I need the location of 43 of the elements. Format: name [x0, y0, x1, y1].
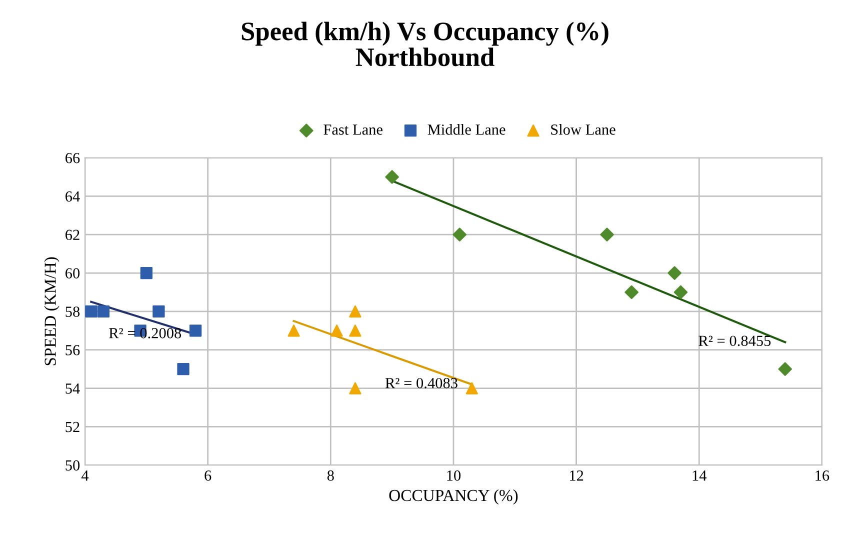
y-axis-title: SPEED (KM/H): [44, 257, 60, 366]
y-tick-label: 56: [66, 345, 80, 356]
point: [85, 305, 98, 318]
y-tick-label: 62: [66, 230, 80, 240]
point: [97, 305, 110, 318]
x-tick-label: 4: [81, 470, 89, 481]
legend-label: Fast Lane: [324, 124, 382, 135]
point: [624, 285, 638, 300]
point: [452, 228, 467, 242]
x-tick-label: 10: [447, 470, 461, 481]
legend-label: Slow Lane: [551, 124, 616, 135]
point: [349, 382, 362, 394]
point: [778, 362, 792, 376]
x-tick-label: 16: [816, 470, 830, 481]
point: [466, 382, 478, 394]
y-tick-label: 54: [66, 384, 80, 394]
x-tick-label: 14: [692, 470, 707, 481]
x-tick-label: 6: [204, 470, 212, 481]
y-tick-label: 64: [66, 191, 80, 202]
y-tick-label: 58: [66, 306, 80, 317]
point: [349, 305, 362, 318]
point: [152, 305, 165, 318]
chart-title: Speed (km/h) Vs Occupancy (%) Northbound: [242, 22, 608, 66]
legend-label: Middle Lane: [428, 124, 506, 135]
annotation: R² = 0.4083: [385, 378, 458, 388]
y-tick-label: 52: [66, 422, 80, 432]
point: [668, 266, 682, 280]
point: [177, 362, 190, 376]
point: [385, 170, 399, 184]
point: [600, 228, 614, 242]
point: [140, 266, 152, 280]
point: [349, 324, 362, 337]
x-axis-title: OCCUPANCY (%): [389, 489, 518, 505]
point: [288, 324, 300, 337]
y-tick-label: 66: [66, 152, 80, 164]
point: [330, 324, 343, 337]
point: [674, 285, 688, 300]
y-tick-label: 50: [66, 460, 80, 471]
annotation: R² = 0.8455: [698, 336, 771, 346]
y-tick-label: 60: [66, 268, 80, 278]
x-tick-label: 12: [570, 470, 584, 481]
x-tick-label: 8: [327, 470, 334, 481]
point: [189, 324, 202, 337]
